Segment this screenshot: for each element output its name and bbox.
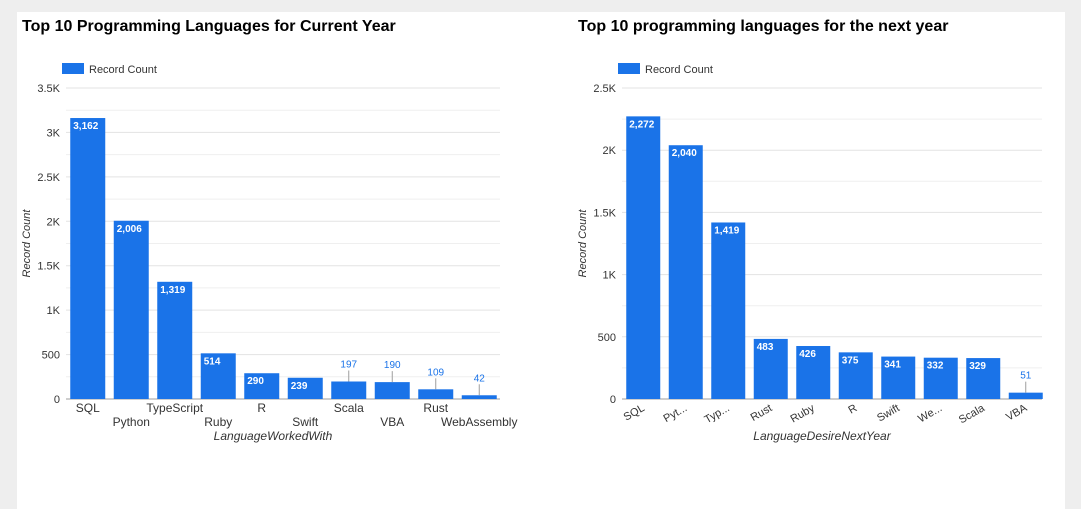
- chart-2-x-tick-label: VBA: [1004, 402, 1030, 424]
- chart-2-x-tick-label: Ruby: [789, 402, 818, 425]
- chart-1-bar: [461, 395, 497, 399]
- chart-1-bar: [287, 377, 323, 399]
- chart-2-y-tick-label: 2.5K: [593, 83, 616, 95]
- chart-1-bar: [113, 220, 149, 399]
- chart-1-bar: [244, 373, 280, 399]
- chart-2-x-tick-label: Pyt...: [662, 402, 690, 425]
- chart-1-y-axis-title: Record Count: [21, 209, 33, 278]
- chart-1-y-tick-label: 2.5K: [37, 172, 60, 184]
- chart-1-bar: [331, 381, 367, 399]
- chart-1-data-label: 2,006: [117, 224, 142, 235]
- chart-1-title: Top 10 Programming Languages for Current…: [22, 18, 396, 35]
- chart-2-y-axis-title: Record Count: [577, 209, 589, 278]
- chart-1-y-tick-label: 3K: [47, 127, 61, 139]
- chart-2-legend-label: Record Count: [645, 64, 713, 76]
- chart-2-bar: [711, 222, 746, 399]
- chart-2-x-tick-label: R: [846, 402, 859, 416]
- chart-2-data-label: 1,419: [714, 225, 739, 236]
- chart-2-bar: [753, 338, 788, 399]
- chart-1-x-tick-label: R: [257, 401, 266, 415]
- chart-2-data-label: 341: [884, 360, 901, 371]
- chart-2-y-tick-label: 1.5K: [593, 207, 616, 219]
- chart-1-x-axis-title: LanguageWorkedWith: [214, 429, 333, 443]
- chart-1-x-tick-label: Rust: [423, 401, 448, 415]
- chart-2-data-label: 2,040: [672, 148, 697, 159]
- chart-2-y-tick-label: 0: [610, 394, 616, 406]
- chart-2-bar: [796, 346, 831, 399]
- chart-2-data-label: 332: [927, 361, 944, 372]
- chart-1-y-tick-label: 3.5K: [37, 83, 60, 95]
- chart-2-data-label: 51: [1020, 371, 1032, 382]
- chart-2-x-axis-title: LanguageDesireNextYear: [753, 429, 891, 443]
- chart-2-y-tick-label: 500: [598, 332, 616, 344]
- chart-2-x-tick-label: Swift: [875, 402, 902, 424]
- chart-2-data-label: 2,272: [629, 119, 654, 130]
- chart-2-x-tick-label: We...: [916, 402, 944, 425]
- chart-1-data-label: 190: [384, 360, 401, 371]
- chart-2-y-tick-label: 2K: [603, 145, 617, 157]
- chart-1-x-tick-label: SQL: [76, 401, 100, 415]
- chart-2-bar: [838, 352, 873, 399]
- chart-2-bar: [668, 145, 703, 399]
- chart-2-x-tick-label: Scala: [957, 402, 988, 427]
- chart-2-data-label: 426: [799, 349, 816, 360]
- chart-1-x-tick-label: Ruby: [204, 415, 232, 429]
- chart-1-y-tick-label: 500: [42, 350, 60, 362]
- chart-1-data-label: 514: [204, 356, 221, 367]
- chart-2-data-label: 483: [757, 342, 774, 353]
- chart-1-legend-swatch: [62, 63, 84, 74]
- chart-2-bar: [626, 116, 661, 400]
- chart-1-legend-label: Record Count: [89, 64, 157, 76]
- chart-1-bar: [374, 382, 410, 399]
- chart-2-data-label: 375: [842, 355, 859, 366]
- chart-1-bar: [157, 281, 193, 399]
- chart-1-y-tick-label: 2K: [47, 216, 61, 228]
- chart-1-x-tick-label: Python: [113, 415, 150, 429]
- chart-1-data-label: 239: [291, 381, 308, 392]
- chart-1-data-label: 42: [474, 373, 486, 384]
- chart-1-x-tick-label: Scala: [334, 401, 364, 415]
- chart-2-bar: [923, 357, 958, 399]
- chart-1-x-tick-label: TypeScript: [146, 401, 203, 415]
- chart-2-x-tick-label: SQL: [622, 402, 647, 423]
- chart-1-bar: [70, 118, 106, 399]
- chart-2-bar: [1008, 392, 1043, 399]
- chart-2-x-tick-label: Rust: [749, 402, 775, 424]
- chart-2-bar: [881, 356, 916, 399]
- chart-2-legend-swatch: [618, 63, 640, 74]
- chart-2-bar: [966, 358, 1001, 399]
- chart-1-data-label: 109: [427, 367, 444, 378]
- chart-1-y-tick-label: 0: [54, 394, 60, 406]
- chart-1-data-label: 290: [247, 376, 264, 387]
- chart-2-x-tick-label: Typ...: [702, 402, 731, 426]
- chart-1-x-tick-label: VBA: [380, 415, 404, 429]
- chart-1-x-tick-label: Swift: [292, 415, 319, 429]
- chart-1-data-label: 1,319: [160, 285, 185, 296]
- chart-2-title: Top 10 programming languages for the nex…: [578, 18, 949, 35]
- chart-1-data-label: 3,162: [73, 121, 98, 132]
- chart-1-y-tick-label: 1.5K: [37, 261, 60, 273]
- chart-1-data-label: 197: [340, 359, 357, 370]
- chart-1-bar: [200, 353, 236, 399]
- chart-1-y-tick-label: 1K: [47, 305, 61, 317]
- chart-2-data-label: 329: [969, 361, 986, 372]
- chart-1-bar: [418, 389, 454, 399]
- dashboard-card: [17, 12, 1065, 509]
- chart-1-x-tick-label: WebAssembly: [441, 415, 517, 429]
- chart-2-y-tick-label: 1K: [603, 270, 617, 282]
